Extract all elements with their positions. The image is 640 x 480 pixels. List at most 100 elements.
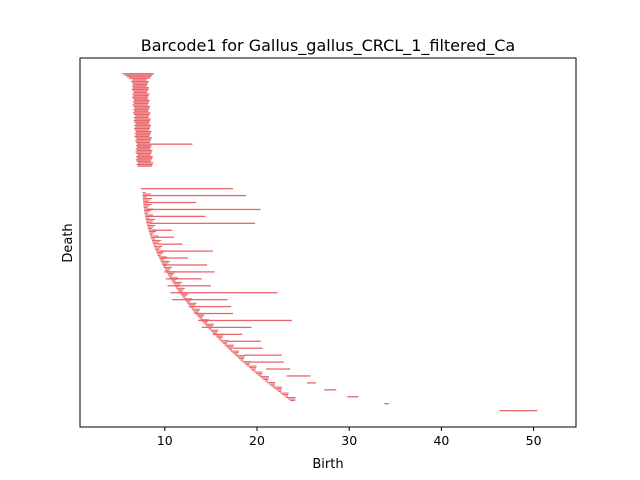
barcode-bar xyxy=(186,301,190,303)
barcode-bar xyxy=(173,283,181,285)
barcode-bar xyxy=(270,385,275,387)
barcode-bar xyxy=(165,269,170,271)
barcode-bar xyxy=(254,371,263,373)
x-tick-label: 40 xyxy=(433,433,449,448)
barcode-bar xyxy=(122,73,154,75)
barcode-bar xyxy=(168,274,174,276)
barcode-bar xyxy=(135,115,150,117)
barcode-bar xyxy=(135,140,151,142)
barcode-bar xyxy=(183,298,193,300)
barcode-bar xyxy=(142,196,147,198)
barcode-bar xyxy=(176,287,185,289)
barcode-bar xyxy=(137,162,154,164)
barcode-bar xyxy=(136,160,151,163)
barcode-bar xyxy=(147,226,154,228)
barcode-bar xyxy=(261,377,269,379)
barcode-bar xyxy=(149,233,153,235)
barcode-bar xyxy=(347,396,359,398)
barcode-bar xyxy=(132,101,150,103)
barcode-bar xyxy=(145,201,197,204)
barcode-bar xyxy=(161,262,169,264)
barcode-bar xyxy=(151,239,162,241)
barcode-bar xyxy=(155,250,166,252)
barcode-bar xyxy=(282,394,289,396)
barcode-bar xyxy=(284,395,289,397)
barcode-bar xyxy=(144,209,152,212)
barcode-bar xyxy=(172,281,182,283)
barcode-bar xyxy=(143,206,148,209)
barcode-bar xyxy=(238,358,244,360)
barcode-bar xyxy=(161,257,188,259)
barcode-bar xyxy=(133,98,148,100)
barcode-bar xyxy=(136,149,153,152)
barcode-bar xyxy=(132,82,149,84)
barcode-bar xyxy=(137,143,193,145)
barcode-bar xyxy=(152,241,160,243)
barcode-bar xyxy=(166,271,176,273)
barcode-bar xyxy=(193,310,200,312)
barcode-bar xyxy=(215,335,223,337)
chart-title: Barcode1 for Gallus_gallus_CRCL_1_filter… xyxy=(141,36,515,56)
barcode-bar xyxy=(227,340,261,342)
barcode-bar xyxy=(134,121,150,123)
barcode-bar xyxy=(133,102,149,105)
barcode-bar xyxy=(306,382,317,384)
barcode-bar xyxy=(147,227,152,230)
barcode-bar xyxy=(132,87,150,89)
barcode-bar xyxy=(175,286,179,288)
barcode-bar xyxy=(145,217,150,219)
barcode-bar xyxy=(142,193,151,195)
barcode-bar xyxy=(135,145,152,147)
barcode-bar xyxy=(154,245,163,247)
barcode-bar xyxy=(194,311,199,313)
barcode-bar xyxy=(286,397,296,399)
barcode-bar xyxy=(146,208,261,211)
barcode-bar xyxy=(208,328,212,330)
barcode-bar xyxy=(131,85,147,87)
barcode-bar xyxy=(198,316,204,318)
barcode-bar xyxy=(162,264,208,266)
barcode-bar xyxy=(143,200,149,203)
barcode-bar xyxy=(133,120,151,122)
barcode-bar xyxy=(229,349,233,351)
barcode-bar xyxy=(137,165,152,167)
x-axis-ticks: 10 20 30 40 50 xyxy=(157,427,542,448)
barcode-bar xyxy=(155,248,160,250)
barcode-bar xyxy=(129,77,150,80)
barcode-bar xyxy=(127,76,151,78)
barcode-bar xyxy=(226,346,234,348)
barcode-bar xyxy=(278,391,282,393)
barcode-bar xyxy=(134,113,150,116)
barcode-bar xyxy=(199,317,203,319)
barcode-bar xyxy=(163,271,215,273)
barcode-bar xyxy=(224,344,235,346)
barcode-bar xyxy=(146,223,150,225)
barcode-bar xyxy=(152,242,158,244)
barcode-bar xyxy=(172,299,228,301)
barcode-bar xyxy=(259,376,270,378)
barcode-bar xyxy=(196,314,204,316)
y-axis-label: Death xyxy=(61,223,76,262)
barcode-bar xyxy=(153,244,157,246)
barcode-bar xyxy=(288,398,296,400)
barcode-bar xyxy=(143,202,146,204)
plot-area xyxy=(79,57,577,428)
barcode-bar xyxy=(227,347,233,349)
barcode-bar xyxy=(201,320,209,322)
barcode-bar xyxy=(171,280,176,282)
barcode-bar xyxy=(135,134,151,136)
barcode-bar xyxy=(178,290,183,292)
barcode-bar xyxy=(133,112,151,114)
barcode-bar xyxy=(150,222,256,224)
barcode-bar xyxy=(256,373,263,375)
barcode-bar xyxy=(217,337,223,339)
barcode-bar xyxy=(163,266,173,268)
barcode-bar xyxy=(136,138,152,141)
barcode-bar xyxy=(180,293,188,295)
barcode-bar xyxy=(210,329,219,331)
barcode-bar xyxy=(249,361,284,363)
barcode-bar xyxy=(148,215,206,218)
barcode-bar xyxy=(203,322,208,324)
barcode-bar xyxy=(136,141,150,144)
barcode-bar xyxy=(135,126,151,128)
